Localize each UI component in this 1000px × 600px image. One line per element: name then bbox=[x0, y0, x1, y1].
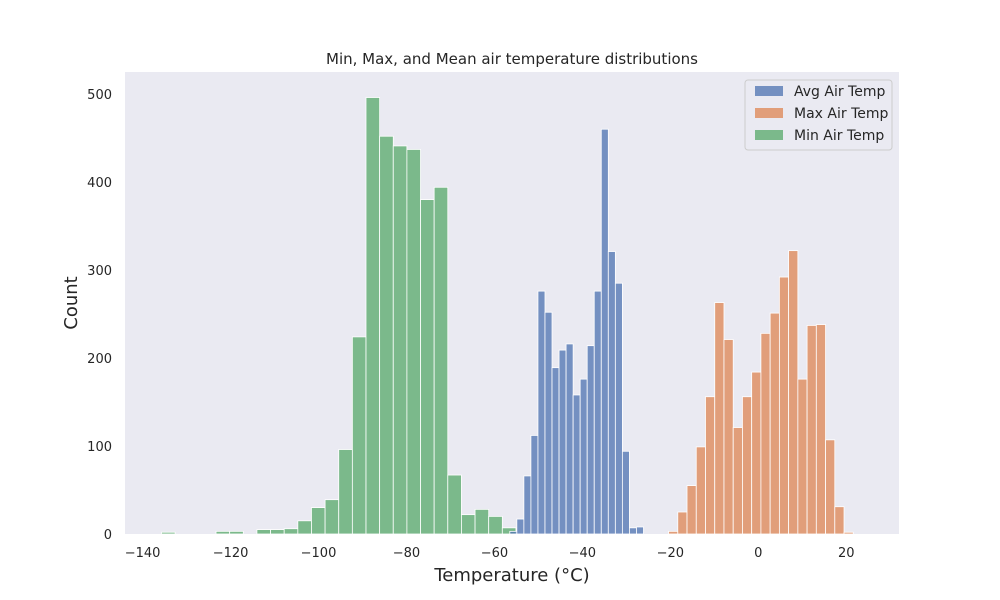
min-air-temp-bar-24 bbox=[488, 516, 503, 535]
max-air-temp-bar-15 bbox=[806, 325, 817, 535]
min-air-temp-bar-8 bbox=[270, 529, 285, 535]
avg-air-temp-bar-0 bbox=[509, 530, 518, 535]
min-air-temp-bar-7 bbox=[256, 529, 271, 535]
min-air-temp-bar-23 bbox=[474, 508, 490, 535]
y-axis-label: Count bbox=[61, 276, 82, 329]
max-air-temp-bar-2 bbox=[686, 485, 697, 535]
min-air-temp-bar-9 bbox=[283, 528, 299, 535]
y-tick-label: 100 bbox=[87, 440, 112, 455]
min-air-temp-bar-10 bbox=[297, 520, 312, 535]
legend-label-max: Max Air Temp bbox=[794, 106, 888, 122]
y-axis-ticks: 0 100 200 300 400 500 bbox=[87, 88, 112, 543]
avg-air-temp-bar-15 bbox=[614, 282, 623, 535]
avg-air-temp-bar-18 bbox=[636, 526, 644, 535]
y-tick-label: 400 bbox=[87, 176, 112, 191]
x-tick-label: 0 bbox=[754, 546, 762, 561]
y-tick-label: 200 bbox=[87, 352, 112, 367]
max-air-temp-bar-14 bbox=[797, 378, 808, 535]
min-air-temp-bar-5 bbox=[229, 530, 244, 535]
y-tick-label: 300 bbox=[87, 264, 112, 279]
legend-label-avg: Avg Air Temp bbox=[794, 84, 885, 100]
max-air-temp-bar-19 bbox=[843, 531, 854, 535]
max-air-temp-bar-5 bbox=[714, 302, 725, 535]
legend-label-min: Min Air Temp bbox=[794, 128, 884, 144]
avg-air-temp-bar-4 bbox=[537, 290, 546, 535]
min-air-temp-bar-17 bbox=[392, 145, 408, 535]
x-tick-label: −80 bbox=[393, 546, 420, 561]
bars-layer bbox=[161, 97, 854, 535]
x-tick-label: −120 bbox=[213, 546, 249, 561]
min-air-temp-bar-4 bbox=[215, 530, 231, 535]
avg-air-temp-bar-8 bbox=[565, 343, 574, 535]
avg-air-temp-bar-3 bbox=[530, 435, 539, 535]
max-air-temp-bar-7 bbox=[732, 427, 743, 535]
max-air-temp-bar-3 bbox=[695, 446, 706, 535]
avg-air-temp-bar-17 bbox=[629, 527, 637, 535]
max-air-temp-bar-17 bbox=[825, 439, 836, 535]
min-air-temp-bar-12 bbox=[324, 499, 340, 535]
x-tick-label: −140 bbox=[125, 546, 161, 561]
max-air-temp-bar-12 bbox=[778, 276, 790, 535]
min-air-temp-bar-13 bbox=[338, 449, 353, 535]
max-air-temp-bar-18 bbox=[834, 506, 845, 535]
y-tick-label: 500 bbox=[87, 88, 112, 103]
avg-air-temp-bar-16 bbox=[621, 450, 630, 535]
min-air-temp-bar-14 bbox=[351, 336, 367, 535]
avg-air-temp-bar-6 bbox=[551, 367, 560, 535]
x-tick-label: −60 bbox=[481, 546, 508, 561]
min-air-temp-bar-22 bbox=[461, 514, 476, 535]
avg-air-temp-bar-12 bbox=[593, 290, 602, 535]
avg-air-temp-bar-9 bbox=[572, 394, 581, 535]
max-air-temp-bar-10 bbox=[760, 332, 771, 535]
legend-swatch-min bbox=[755, 130, 783, 140]
avg-air-temp-bar-7 bbox=[558, 349, 567, 535]
max-air-temp-bar-11 bbox=[769, 312, 780, 535]
legend-swatch-max bbox=[755, 108, 783, 118]
max-air-temp-bar-6 bbox=[723, 339, 734, 535]
max-air-temp-bar-16 bbox=[815, 324, 826, 535]
avg-air-temp-bar-14 bbox=[607, 251, 616, 535]
min-air-temp-bar-21 bbox=[447, 474, 462, 535]
avg-air-temp-bar-5 bbox=[544, 311, 553, 535]
max-air-temp-bar-9 bbox=[751, 371, 762, 535]
x-axis-label: Temperature (°C) bbox=[433, 565, 589, 586]
min-air-temp-bar-25 bbox=[501, 527, 517, 535]
min-air-temp-bar-20 bbox=[433, 186, 449, 535]
avg-air-temp-bar-13 bbox=[600, 128, 609, 535]
legend: Avg Air Temp Max Air Temp Min Air Temp bbox=[744, 79, 893, 151]
chart-title: Min, Max, and Mean air temperature distr… bbox=[326, 50, 698, 68]
x-tick-label: −40 bbox=[569, 546, 596, 561]
avg-air-temp-bar-11 bbox=[586, 345, 595, 535]
max-air-temp-bar-8 bbox=[742, 396, 753, 535]
x-tick-label: −100 bbox=[301, 546, 337, 561]
max-air-temp-bar-1 bbox=[677, 511, 688, 535]
min-air-temp-bar-16 bbox=[379, 135, 394, 535]
min-air-temp-bar-11 bbox=[311, 507, 326, 535]
x-tick-label: 20 bbox=[838, 546, 855, 561]
x-axis-ticks: −140 −120 −100 −80 −60 −40 −20 0 20 bbox=[125, 546, 855, 561]
avg-air-temp-bar-1 bbox=[516, 518, 525, 535]
y-tick-label: 0 bbox=[104, 528, 112, 543]
legend-swatch-avg bbox=[755, 86, 783, 96]
max-air-temp-bar-13 bbox=[788, 250, 799, 535]
x-tick-label: −20 bbox=[657, 546, 684, 561]
min-air-temp-bar-19 bbox=[420, 199, 435, 535]
avg-air-temp-bar-2 bbox=[523, 475, 532, 535]
min-air-temp-bar-0 bbox=[161, 531, 176, 535]
avg-air-temp-bar-10 bbox=[579, 378, 588, 535]
min-air-temp-bar-18 bbox=[406, 149, 421, 535]
max-air-temp-bar-0 bbox=[668, 530, 679, 535]
max-air-temp-bar-4 bbox=[705, 396, 716, 535]
min-air-temp-bar-15 bbox=[365, 97, 381, 535]
